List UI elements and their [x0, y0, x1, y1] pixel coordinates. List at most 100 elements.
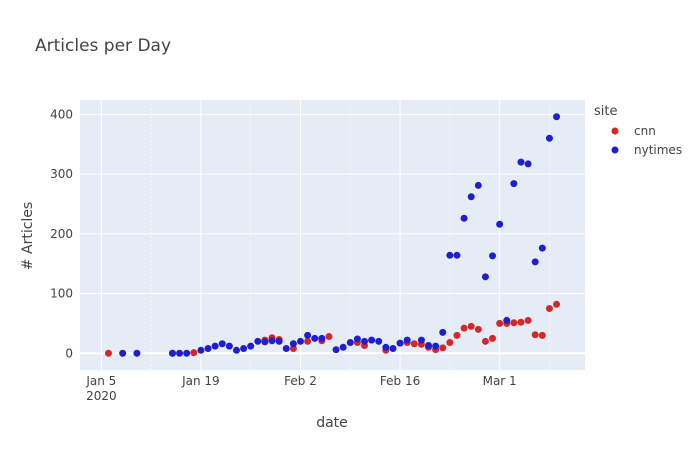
data-point-nytimes[interactable]	[332, 346, 340, 354]
data-point-cnn[interactable]	[304, 337, 312, 345]
data-point-nytimes[interactable]	[389, 344, 397, 352]
data-point-nytimes[interactable]	[211, 342, 219, 350]
data-point-cnn[interactable]	[517, 318, 525, 326]
data-point-nytimes[interactable]	[353, 335, 361, 343]
data-point-nytimes[interactable]	[133, 349, 141, 357]
plot-area	[80, 100, 585, 370]
data-point-nytimes[interactable]	[304, 331, 312, 339]
legend-marker-nytimes	[611, 146, 619, 154]
y-tick-label: 200	[50, 227, 73, 241]
data-point-nytimes[interactable]	[361, 337, 369, 345]
data-point-nytimes[interactable]	[254, 337, 262, 345]
data-point-nytimes[interactable]	[368, 336, 376, 344]
x-axis-label: date	[316, 415, 348, 431]
data-point-nytimes[interactable]	[439, 328, 447, 336]
data-point-nytimes[interactable]	[204, 344, 212, 352]
data-point-nytimes[interactable]	[296, 337, 304, 345]
data-point-cnn[interactable]	[545, 304, 553, 312]
data-point-nytimes[interactable]	[282, 344, 290, 352]
data-point-nytimes[interactable]	[289, 340, 297, 348]
data-point-cnn[interactable]	[538, 331, 546, 339]
data-point-nytimes[interactable]	[247, 342, 255, 350]
legend-item-nytimes[interactable]: nytimes	[611, 143, 683, 157]
x-tick-label: Jan 5	[85, 374, 116, 388]
data-point-nytimes[interactable]	[545, 134, 553, 142]
data-point-nytimes[interactable]	[261, 338, 269, 346]
data-point-cnn[interactable]	[325, 333, 333, 341]
x-tick-label: Feb 16	[380, 374, 420, 388]
legend-item-cnn[interactable]: cnn	[611, 124, 656, 138]
data-point-cnn[interactable]	[510, 319, 518, 327]
legend-marker-cnn	[611, 127, 619, 135]
data-point-nytimes[interactable]	[375, 337, 383, 345]
data-point-nytimes[interactable]	[460, 214, 468, 222]
y-tick-label: 100	[50, 287, 73, 301]
data-point-nytimes[interactable]	[453, 251, 461, 259]
data-point-nytimes[interactable]	[489, 252, 497, 260]
legend: site cnn nytimes	[594, 104, 682, 157]
data-point-nytimes[interactable]	[517, 158, 525, 166]
data-point-nytimes[interactable]	[275, 337, 283, 345]
data-point-nytimes[interactable]	[425, 342, 433, 350]
data-point-cnn[interactable]	[190, 349, 198, 357]
data-point-nytimes[interactable]	[232, 346, 240, 354]
data-point-cnn[interactable]	[481, 337, 489, 345]
data-point-nytimes[interactable]	[240, 344, 248, 352]
data-point-nytimes[interactable]	[432, 342, 440, 350]
data-point-cnn[interactable]	[531, 331, 539, 339]
y-tick-label: 0	[65, 346, 73, 360]
data-point-nytimes[interactable]	[318, 334, 326, 342]
data-points	[104, 113, 561, 357]
data-point-nytimes[interactable]	[524, 160, 532, 168]
data-point-nytimes[interactable]	[339, 343, 347, 351]
data-point-nytimes[interactable]	[446, 251, 454, 259]
data-point-nytimes[interactable]	[168, 349, 176, 357]
data-point-nytimes[interactable]	[474, 181, 482, 189]
data-point-nytimes[interactable]	[403, 336, 411, 344]
data-point-cnn[interactable]	[104, 349, 112, 357]
data-point-cnn[interactable]	[439, 344, 447, 352]
x-tick-label: Jan 19	[181, 374, 220, 388]
data-point-cnn[interactable]	[524, 316, 532, 324]
data-point-nytimes[interactable]	[311, 334, 319, 342]
data-point-nytimes[interactable]	[503, 316, 511, 324]
data-point-cnn[interactable]	[474, 325, 482, 333]
data-point-nytimes[interactable]	[346, 339, 354, 347]
legend-label-nytimes: nytimes	[634, 143, 682, 157]
data-point-nytimes[interactable]	[553, 113, 561, 121]
data-point-nytimes[interactable]	[417, 336, 425, 344]
data-point-nytimes[interactable]	[467, 193, 475, 201]
data-point-nytimes[interactable]	[268, 337, 276, 345]
data-point-cnn[interactable]	[453, 331, 461, 339]
data-point-cnn[interactable]	[489, 334, 497, 342]
chart-title: Articles per Day	[35, 36, 171, 56]
data-point-cnn[interactable]	[496, 319, 504, 327]
data-point-cnn[interactable]	[460, 324, 468, 332]
data-point-nytimes[interactable]	[176, 349, 184, 357]
data-point-nytimes[interactable]	[538, 244, 546, 252]
y-tick-label: 400	[50, 107, 73, 121]
data-point-nytimes[interactable]	[496, 220, 504, 228]
series-nytimes	[119, 113, 561, 357]
data-point-nytimes[interactable]	[183, 349, 191, 357]
data-point-nytimes[interactable]	[396, 339, 404, 347]
legend-label-cnn: cnn	[634, 124, 656, 138]
y-axis-label: # Articles	[20, 202, 36, 270]
x-tick-label: Feb 2	[284, 374, 317, 388]
data-point-nytimes[interactable]	[531, 258, 539, 266]
data-point-nytimes[interactable]	[481, 273, 489, 281]
data-point-cnn[interactable]	[467, 322, 475, 330]
data-point-cnn[interactable]	[446, 339, 454, 347]
legend-title: site	[594, 104, 617, 119]
data-point-nytimes[interactable]	[218, 340, 226, 348]
data-point-nytimes[interactable]	[197, 346, 205, 354]
data-point-cnn[interactable]	[410, 340, 418, 348]
data-point-nytimes[interactable]	[510, 180, 518, 188]
data-point-nytimes[interactable]	[119, 349, 127, 357]
data-point-nytimes[interactable]	[382, 343, 390, 351]
data-point-nytimes[interactable]	[225, 342, 233, 350]
x-tick-sublabel: 2020	[86, 389, 117, 403]
data-point-cnn[interactable]	[553, 300, 561, 308]
y-tick-label: 300	[50, 167, 73, 181]
